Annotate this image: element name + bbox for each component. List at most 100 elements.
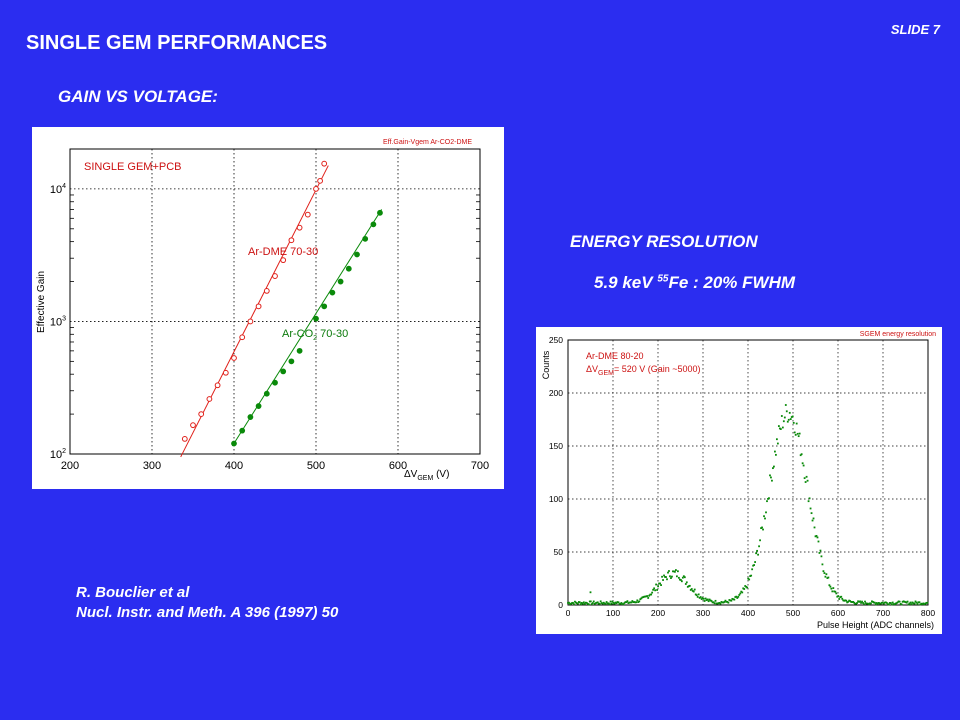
energy-data-point bbox=[687, 585, 690, 588]
energy-data-point bbox=[893, 603, 896, 606]
energy-data-point bbox=[720, 601, 723, 603]
gain-x-tick-label: 700 bbox=[471, 460, 489, 472]
energy-data-point bbox=[814, 535, 817, 538]
energy-y-tick-label: 250 bbox=[549, 335, 563, 345]
energy-resolution-chart: 0 100 200 300 400 500 600 700 800 0 50 100 150 200 250… bbox=[536, 327, 942, 634]
gain-point-1 bbox=[329, 289, 336, 296]
energy-data-point bbox=[785, 410, 788, 413]
energy-data-point bbox=[874, 603, 877, 606]
energy-data-point bbox=[811, 519, 814, 522]
energy-data-point bbox=[671, 575, 673, 578]
energy-data-point bbox=[701, 597, 704, 599]
gain-point-1 bbox=[377, 209, 383, 216]
energy-data-point bbox=[912, 602, 915, 605]
energy-data-point bbox=[846, 601, 849, 604]
gain-point-0 bbox=[247, 318, 254, 325]
energy-data-point bbox=[798, 432, 801, 435]
gain-point-1 bbox=[370, 221, 377, 228]
energy-data-point bbox=[763, 515, 765, 518]
energy-chart-svg: 0 100 200 300 400 500 600 700 800 0 50 100 150 200 250… bbox=[541, 331, 936, 630]
gain-point-1 bbox=[362, 235, 369, 242]
gain-point-0 bbox=[198, 411, 205, 417]
energy-data-point bbox=[901, 600, 904, 603]
energy-data-point bbox=[670, 577, 672, 579]
energy-data-point bbox=[903, 600, 906, 603]
energy-data-point bbox=[672, 570, 674, 573]
energy-data-point bbox=[756, 549, 758, 552]
energy-data-point bbox=[583, 603, 586, 605]
energy-data-point bbox=[622, 603, 625, 606]
energy-data-point bbox=[866, 602, 868, 605]
energy-data-point bbox=[783, 416, 786, 419]
gain-series-label-co2: Ar-CO2 70-30 bbox=[282, 328, 348, 342]
energy-data-point bbox=[875, 602, 878, 604]
energy-data-point bbox=[655, 583, 658, 586]
energy-data-point bbox=[714, 599, 717, 602]
energy-data-point bbox=[742, 587, 745, 590]
energy-data-point bbox=[677, 576, 680, 579]
energy-data-point bbox=[620, 602, 623, 604]
energy-data-point bbox=[738, 594, 741, 596]
gain-y-tick-label: 104 bbox=[50, 183, 66, 196]
energy-data-point bbox=[621, 603, 624, 605]
energy-data-point bbox=[776, 442, 779, 445]
energy-data-point bbox=[842, 599, 845, 602]
energy-data-point bbox=[646, 595, 649, 597]
gain-point-0 bbox=[231, 355, 237, 361]
energy-data-point bbox=[666, 578, 668, 581]
energy-data-point bbox=[616, 601, 619, 603]
energy-data-point bbox=[789, 418, 792, 420]
energy-data-point bbox=[914, 600, 917, 603]
energy-data-point bbox=[676, 570, 679, 573]
energy-data-point bbox=[874, 601, 876, 604]
energy-data-point bbox=[769, 474, 771, 477]
energy-data-point bbox=[843, 599, 846, 602]
gain-point-0 bbox=[317, 177, 324, 184]
energy-data-point bbox=[723, 601, 726, 603]
energy-data-point bbox=[689, 589, 692, 591]
energy-data-point bbox=[679, 579, 682, 581]
energy-data-point bbox=[575, 601, 577, 604]
energy-data-point bbox=[585, 602, 588, 604]
gain-plot-frame bbox=[69, 148, 481, 455]
energy-data-point bbox=[580, 601, 583, 604]
gain-x-tick-label: 400 bbox=[225, 460, 243, 472]
energy-data-point bbox=[898, 600, 901, 603]
energy-data-point bbox=[838, 598, 841, 600]
energy-data-point bbox=[922, 602, 925, 605]
energy-data-point bbox=[644, 595, 647, 598]
energy-data-point bbox=[719, 602, 722, 605]
energy-data-point bbox=[654, 589, 657, 592]
energy-data-point bbox=[611, 600, 614, 603]
energy-data-point bbox=[741, 591, 744, 594]
energy-data-point bbox=[886, 603, 889, 606]
energy-data-point bbox=[775, 438, 778, 441]
energy-data-point bbox=[734, 596, 737, 598]
energy-data-point bbox=[879, 602, 882, 605]
energy-data-point bbox=[771, 479, 773, 482]
energy-data-point bbox=[600, 602, 603, 604]
gain-vs-voltage-chart: 200 300 400 500 600 700 102 103 104 Effective Gai… bbox=[32, 127, 504, 489]
energy-data-point bbox=[606, 602, 609, 605]
energy-data-point bbox=[737, 595, 740, 598]
energy-data-point bbox=[617, 601, 620, 604]
energy-data-point bbox=[807, 500, 810, 503]
gain-x-tick-label: 300 bbox=[143, 460, 161, 472]
reference-authors: R. Bouclier et al bbox=[76, 584, 190, 601]
energy-data-point bbox=[724, 599, 727, 602]
energy-data-point bbox=[870, 602, 872, 605]
energy-data-point bbox=[674, 570, 676, 573]
energy-data-point bbox=[871, 600, 873, 603]
energy-data-point bbox=[907, 603, 910, 606]
gain-point-0 bbox=[288, 237, 295, 244]
energy-data-point bbox=[650, 593, 653, 596]
energy-data-point bbox=[915, 601, 918, 604]
energy-data-point bbox=[878, 602, 881, 605]
reference: R. Bouclier et al Nucl. Instr. and Meth.… bbox=[76, 583, 338, 623]
energy-data-point bbox=[587, 603, 590, 606]
energy-data-point bbox=[594, 602, 597, 605]
energy-data-point bbox=[834, 590, 837, 593]
energy-data-point bbox=[768, 497, 770, 500]
gain-point-1 bbox=[321, 303, 328, 310]
energy-data-point bbox=[877, 602, 880, 604]
